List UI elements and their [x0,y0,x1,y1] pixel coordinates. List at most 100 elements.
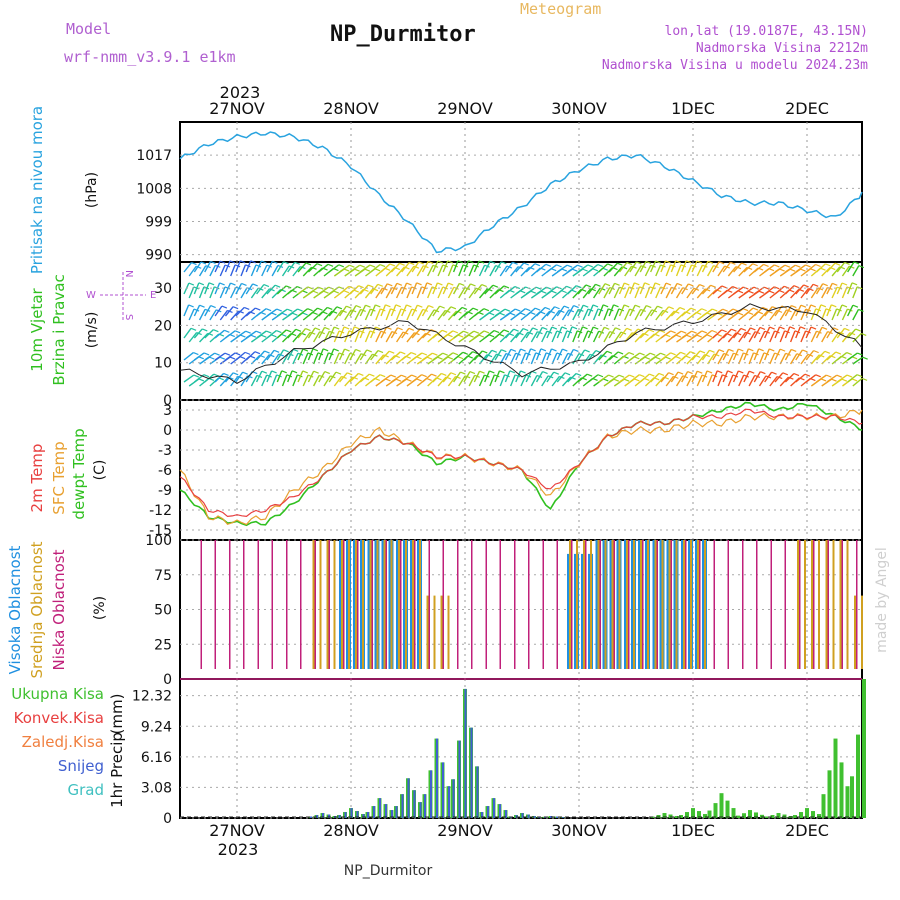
wind-barb [442,372,452,383]
wind-barb-flag [584,349,590,353]
wind-barb-flag [377,283,383,287]
wind-barb [800,288,809,299]
cloud-bar [528,540,530,669]
wind-barb [852,265,860,277]
elevation-text: Nadmorska Visina 2212m [695,41,868,56]
cloud-bar [656,540,658,669]
wind-barb [421,282,428,295]
cloud-bar [571,540,573,669]
wind-barb [297,328,307,339]
wind-barb [349,264,361,273]
wind-barb-flag [461,306,468,311]
wind-barb-flag [675,260,681,264]
wind-barb [572,353,580,365]
cloud-bar [271,540,273,669]
wind-barb-flag [450,372,457,376]
wind-barb-flag [432,352,438,356]
wind-barb [639,261,647,273]
wind-barb [743,263,754,273]
wind-barb [696,264,704,277]
wind-barb [484,284,494,295]
wind-barb [235,351,246,361]
top-day-label: 29NOV [437,99,493,118]
wind-barb-flag [688,283,694,287]
wind-barb [188,308,195,321]
wind-barb-flag [844,261,850,266]
wind-barb-flag [488,334,495,338]
wind-barb [453,351,464,361]
cloud-bar [369,540,372,669]
wind-barb [359,304,367,317]
wind-barb [276,370,283,383]
wind-barb [541,375,549,387]
wind-barb-flag [604,326,610,330]
temp-unit: (C) [92,460,108,481]
wind-barb-flag [245,330,251,334]
wind-barb-flag [364,268,371,272]
wind-barb [411,304,418,317]
wind-barb [535,371,544,383]
wind-barb [380,326,388,339]
wind-barb [307,263,318,273]
wind-barb-flag [545,352,552,356]
wind-barb-flag [597,374,604,378]
wind-barb-flag [551,348,557,352]
wind-barb [308,286,319,295]
wind-barb [686,375,694,387]
wind-barb [779,376,789,387]
wind-barb [805,374,817,383]
precip-bar [833,738,838,818]
wind-barb [489,374,496,387]
wind-barb [712,329,723,339]
wind-barb-flag [763,286,770,290]
wind-barb-flag [655,260,661,264]
wind-barb [795,373,806,383]
wind-barb [556,372,566,383]
wind-barb-flag [463,330,469,334]
wind-barb-flag [561,268,568,272]
wind-barb [240,264,247,277]
wind-barb-flag [810,304,817,308]
cloud-bar [699,540,701,669]
precip-bar [845,786,850,818]
wind-barb [230,264,236,277]
wind-barb [256,350,266,361]
cloud-bar [447,595,450,669]
wind-barb [193,282,200,295]
tick-label: 9.24 [141,719,172,735]
cloud-bar [485,540,487,669]
wind-barb [743,348,750,361]
wind-barb-flag [230,282,236,286]
wind-barb-flag [587,264,593,268]
wind-barb-flag [232,306,239,310]
wind-barb [323,352,330,365]
wind-barb-flag [644,377,650,381]
wind-barb [453,371,461,383]
wind-barb [701,349,711,361]
wind-barb [852,356,864,365]
wind-barb [230,310,240,321]
wind-barb [281,374,288,387]
wind-barb [530,375,538,387]
wind-barb [225,330,236,339]
wind-barb [338,326,345,339]
wind-barb [764,264,775,273]
wind-barb-flag [416,282,422,286]
wind-barb [530,352,537,365]
wind-barbs [183,260,868,387]
wind-barb-flag [241,282,247,286]
wind-barb-flag [396,282,403,286]
wind-barb [504,328,515,339]
wind-barb-flag [722,308,728,312]
wind-barb-flag [406,378,412,382]
wind-barb-flag [214,352,220,356]
wind-barb [349,326,355,339]
wind-barb [795,284,805,295]
wind-barb [463,351,474,361]
wind-barb-flag [287,308,293,312]
model-name: wrf-nmm_v3.9.1 e1km [64,48,236,66]
tick-label: -12 [149,503,172,519]
wind-barb-flag [349,264,355,268]
wind-barb-flag [639,374,645,378]
wind-barb [660,352,672,361]
